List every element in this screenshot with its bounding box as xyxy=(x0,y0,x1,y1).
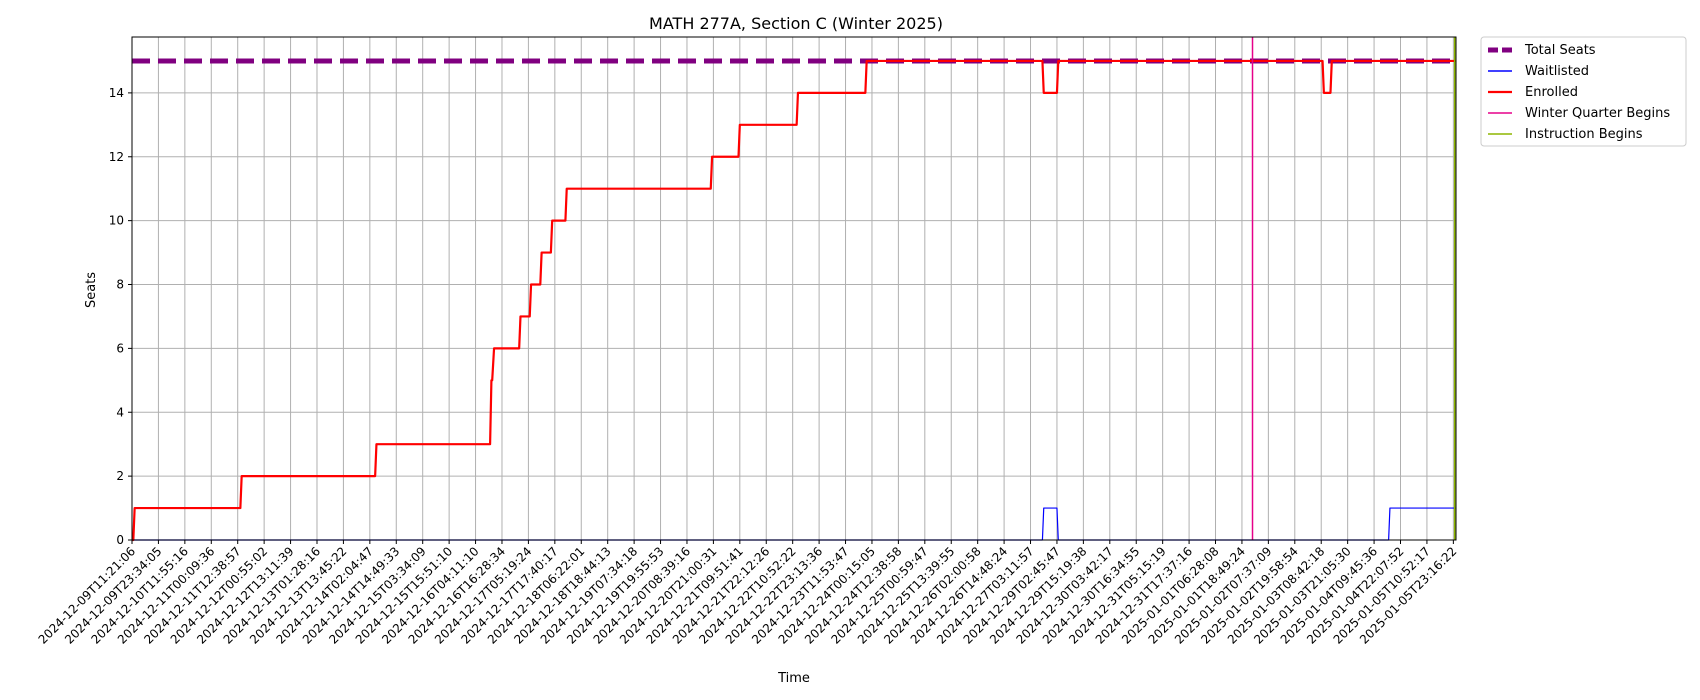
axes-frame xyxy=(131,36,1457,541)
y-tick-label: 6 xyxy=(116,341,124,355)
legend-box xyxy=(1480,36,1687,147)
y-axis-label: Seats xyxy=(84,272,99,308)
legend-label: Instruction Begins xyxy=(1525,127,1643,142)
y-axis: 0 2 4 6 8 10 12 14 xyxy=(109,86,132,547)
y-tick-label: 0 xyxy=(116,533,124,547)
y-tick-label: 10 xyxy=(109,214,124,228)
legend-label: Waitlisted xyxy=(1525,64,1589,79)
plot-lines xyxy=(132,37,1456,542)
x-axis: 2024-12-09T11:21:062024-12-09T23:34:0520… xyxy=(36,540,1459,647)
y-tick-label: 14 xyxy=(109,86,124,100)
y-tick-label: 2 xyxy=(116,469,124,483)
y-tick-label: 12 xyxy=(109,150,124,164)
legend-label: Winter Quarter Begins xyxy=(1525,106,1670,121)
series-waitlisted xyxy=(132,507,1456,541)
y-tick-label: 4 xyxy=(116,405,124,419)
chart-title: MATH 277A, Section C (Winter 2025) xyxy=(649,14,943,33)
legend: Total Seats Waitlisted Enrolled Winter Quar… xyxy=(1480,36,1687,147)
legend-label: Total Seats xyxy=(1524,43,1596,58)
series-enrolled xyxy=(132,59,1456,542)
legend-label: Enrolled xyxy=(1525,85,1578,100)
grid xyxy=(131,37,1456,541)
y-tick-label: 8 xyxy=(116,278,124,292)
x-axis-label: Time xyxy=(777,671,810,686)
